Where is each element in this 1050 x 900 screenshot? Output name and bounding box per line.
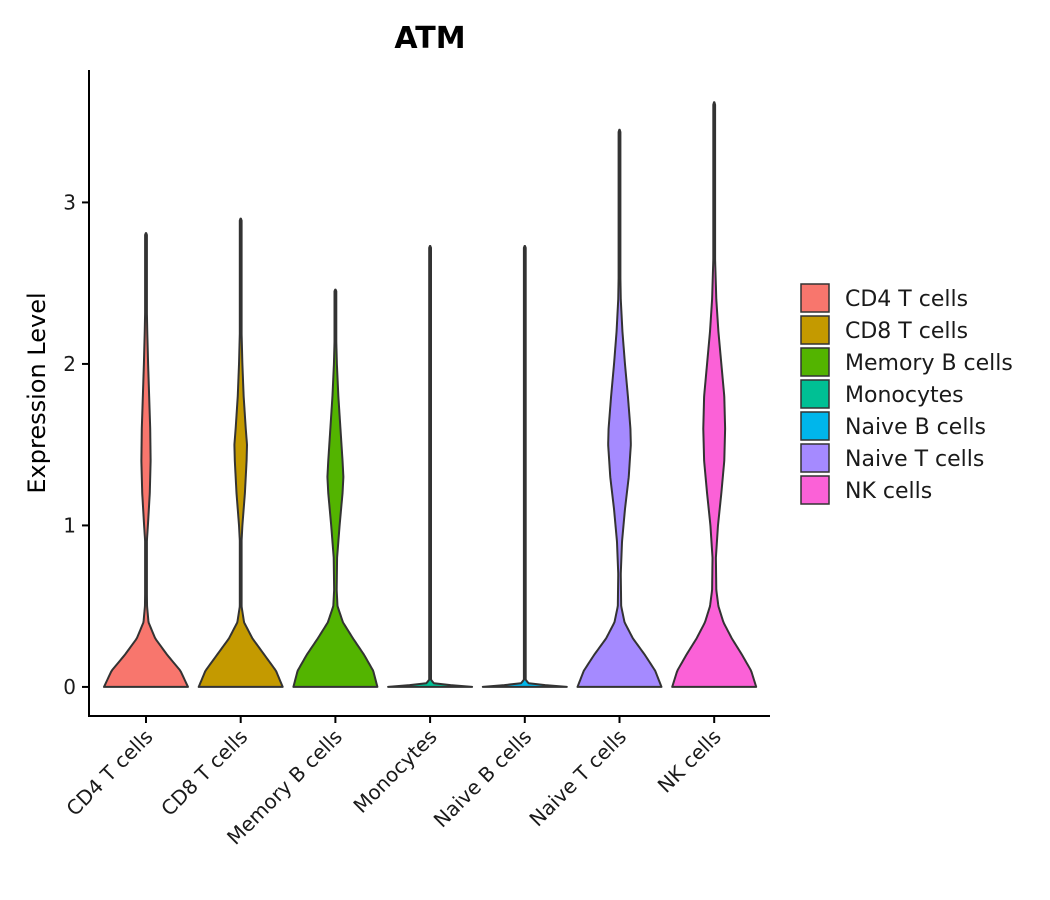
legend-swatch-nk-cells bbox=[800, 475, 830, 505]
legend-label: Monocytes bbox=[845, 383, 964, 408]
x-tick-label: CD4 T cells bbox=[61, 725, 157, 821]
legend-label: CD4 T cells bbox=[845, 287, 968, 312]
violin-cd4-t-cells bbox=[103, 232, 189, 688]
y-ticks: 0 1 2 3 bbox=[63, 190, 89, 699]
legend-swatch-naive-b-cells bbox=[800, 411, 830, 441]
chart-title: ATM bbox=[394, 21, 465, 56]
y-tick-label: 3 bbox=[63, 190, 76, 214]
violin-nk-cells bbox=[671, 101, 758, 688]
legend-label: Memory B cells bbox=[845, 351, 1013, 376]
legend-swatch-naive-t-cells bbox=[800, 443, 830, 473]
x-tick-label: Monocytes bbox=[348, 725, 441, 818]
violin-naive-t-cells bbox=[576, 128, 663, 688]
legend-label: Naive B cells bbox=[845, 415, 986, 440]
axes-layer bbox=[88, 70, 770, 717]
violin-naive-b-cells bbox=[481, 245, 568, 688]
legend-swatch-monocytes bbox=[800, 379, 830, 409]
x-tick-label: Naive T cells bbox=[524, 725, 631, 832]
legend-swatch-cd4-t-cells bbox=[800, 283, 830, 313]
violin-layer bbox=[103, 101, 758, 688]
legend: CD4 T cells CD8 T cells Memory B cells Mono… bbox=[800, 283, 1013, 505]
x-tick-label: Naive B cells bbox=[429, 725, 537, 833]
violin-monocytes bbox=[387, 245, 474, 688]
y-tick-label: 1 bbox=[63, 513, 76, 537]
y-tick-label: 0 bbox=[63, 675, 76, 699]
y-axis-label: Expression Level bbox=[23, 292, 51, 493]
x-tick-label: NK cells bbox=[653, 725, 726, 798]
legend-label: Naive T cells bbox=[845, 447, 984, 472]
legend-swatch-cd8-t-cells bbox=[800, 315, 830, 345]
violin-memory-b-cells bbox=[292, 288, 379, 688]
legend-label: CD8 T cells bbox=[845, 319, 968, 344]
legend-label: NK cells bbox=[845, 479, 932, 504]
x-tick-label: CD8 T cells bbox=[156, 725, 252, 821]
legend-swatch-memory-b-cells bbox=[800, 347, 830, 377]
violin-cd8-t-cells bbox=[197, 217, 284, 688]
y-tick-label: 2 bbox=[63, 352, 76, 376]
